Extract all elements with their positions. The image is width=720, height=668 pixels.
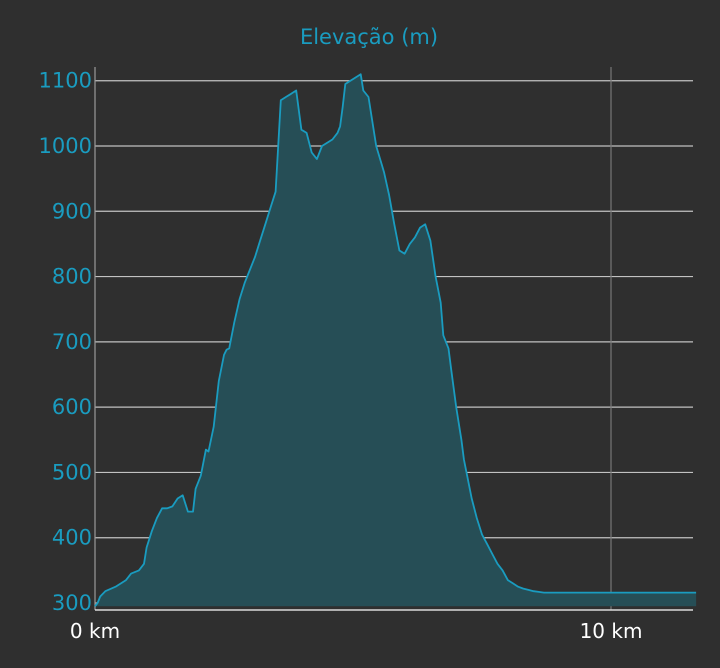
- y-tick-label: 800: [52, 265, 92, 289]
- y-tick-label: 1100: [39, 69, 92, 93]
- elevation-area: [94, 73, 697, 607]
- y-tick-label: 500: [52, 460, 92, 484]
- y-tick-labels: 300 400 500 600 700 800 900 1000 1100: [39, 69, 92, 615]
- x-tick-label: 10 km: [580, 619, 643, 643]
- chart-title: Elevação (m): [300, 25, 438, 49]
- x-tick-label: 0 km: [70, 619, 120, 643]
- y-tick-label: 400: [52, 526, 92, 550]
- y-tick-label: 300: [52, 591, 92, 615]
- x-tick-labels: 0 km 10 km: [70, 619, 643, 643]
- y-tick-label: 700: [52, 330, 92, 354]
- y-tick-label: 600: [52, 395, 92, 419]
- area-fill: [95, 74, 697, 607]
- elevation-line: [94, 73, 697, 607]
- y-tick-label: 1000: [39, 134, 92, 158]
- y-tick-label: 900: [52, 199, 92, 223]
